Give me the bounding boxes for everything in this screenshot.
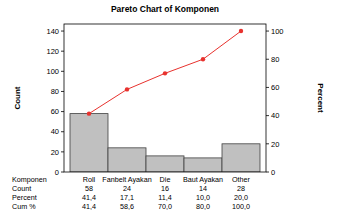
chart-svg: Pareto Chart of Komponen 0 20 40 60 80 100 120 1… <box>0 0 356 222</box>
line-marker <box>87 111 91 115</box>
table-value: 24 <box>123 184 131 193</box>
bar <box>70 114 108 172</box>
y-tick <box>61 111 64 112</box>
y-tick-label: 20 <box>51 148 59 157</box>
y-tick-label: 100 <box>46 67 59 76</box>
bar <box>184 158 222 172</box>
y-tick-label: 60 <box>51 107 59 116</box>
category-label: Fanbelt Ayakan <box>102 175 151 184</box>
plot-marks <box>70 29 260 172</box>
y2-tick-label: 20 <box>271 140 279 149</box>
table-row-label: Count <box>12 184 31 193</box>
table-value: 70,0 <box>158 202 172 211</box>
y2-tick-label: 80 <box>271 55 279 64</box>
table-header-label: Komponen <box>12 175 47 184</box>
line-marker <box>239 29 243 33</box>
y2-tick <box>266 87 269 88</box>
y-tick-label: 0 <box>55 168 59 177</box>
y-axis-label: Count <box>13 86 22 109</box>
table-row-label: Cum % <box>12 202 36 211</box>
chart-container: Pareto Chart of Komponen 0 20 40 60 80 100 120 1… <box>0 0 356 222</box>
y2-tick <box>266 31 269 32</box>
line-marker <box>201 57 205 61</box>
y-tick-label: 120 <box>46 47 59 56</box>
table-value: 100,0 <box>232 202 250 211</box>
bar <box>222 144 260 172</box>
category-label: Other <box>232 175 251 184</box>
y-tick <box>61 131 64 132</box>
category-label: Roll <box>83 175 96 184</box>
y-tick-label: 40 <box>51 127 59 136</box>
cumulative-line <box>89 31 241 114</box>
table-value: 58,6 <box>120 202 134 211</box>
y2-tick <box>266 115 269 116</box>
table-value: 14 <box>199 184 207 193</box>
plot-frame <box>64 24 266 172</box>
table-value: 28 <box>237 184 245 193</box>
y2-axis-label: Percent <box>316 83 325 113</box>
y2-tick-label: 40 <box>271 111 279 120</box>
table-value: 80,0 <box>196 202 210 211</box>
bar <box>108 148 146 172</box>
table-value: 58 <box>85 184 93 193</box>
bar <box>146 156 184 172</box>
y-tick-label: 140 <box>46 27 59 36</box>
y2-tick <box>266 59 269 60</box>
table-value: 16 <box>161 184 169 193</box>
category-label: Baut Ayakan <box>183 175 223 184</box>
y2-tick <box>266 143 269 144</box>
y-tick-label: 80 <box>51 87 59 96</box>
line-marker <box>125 87 129 91</box>
y2-tick-label: 100 <box>271 27 284 36</box>
table-value: 10,0 <box>196 193 210 202</box>
table-row-label: Percent <box>12 193 37 202</box>
y2-tick <box>266 172 269 173</box>
y-tick <box>61 71 64 72</box>
category-label: Die <box>160 175 171 184</box>
y-tick <box>61 51 64 52</box>
y-tick <box>61 172 64 173</box>
line-marker <box>163 71 167 75</box>
table-value: 41,4 <box>82 202 96 211</box>
table-value: 17,1 <box>120 193 134 202</box>
table-value: 11,4 <box>158 193 171 202</box>
table-value: 41,4 <box>82 193 96 202</box>
y2-tick-label: 0 <box>271 168 275 177</box>
y-tick <box>61 31 64 32</box>
table-value: 20,0 <box>234 193 248 202</box>
y-tick <box>61 151 64 152</box>
chart-title: Pareto Chart of Komponen <box>111 4 219 14</box>
y2-tick-label: 60 <box>271 83 279 92</box>
y-tick <box>61 91 64 92</box>
